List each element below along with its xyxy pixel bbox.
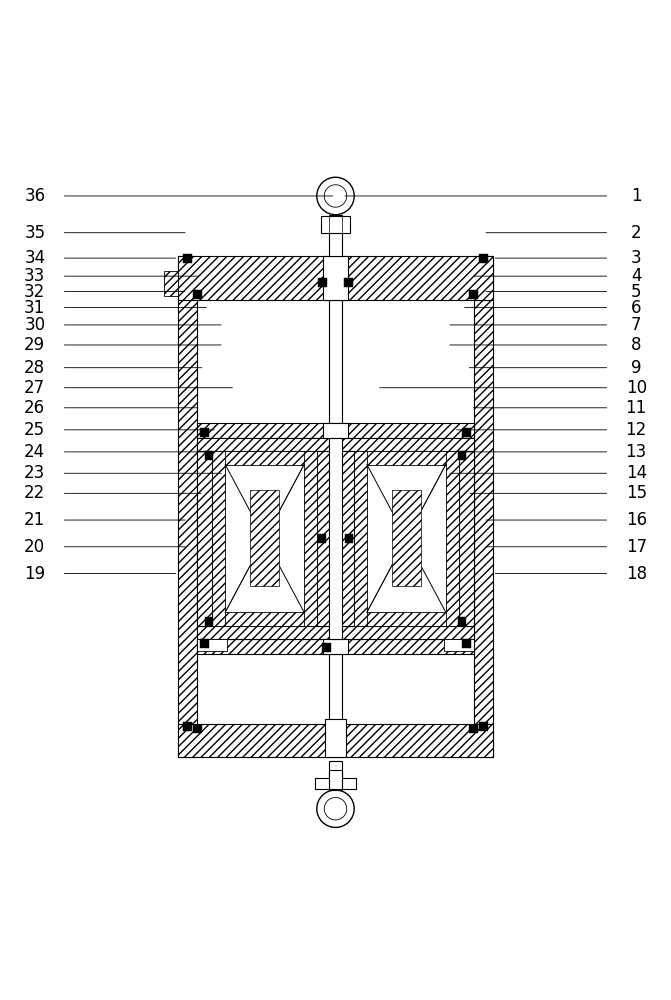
Bar — [344, 534, 353, 543]
Bar — [178, 724, 493, 757]
Bar — [321, 216, 350, 233]
Bar — [323, 639, 348, 654]
Text: 13: 13 — [625, 443, 647, 461]
Bar — [329, 215, 342, 256]
Bar — [392, 490, 421, 586]
Bar — [178, 256, 493, 300]
Bar — [205, 617, 213, 626]
Bar — [205, 451, 213, 460]
Bar — [197, 300, 474, 438]
Bar — [317, 451, 332, 626]
Bar — [197, 626, 332, 639]
Bar — [318, 534, 327, 543]
Bar — [329, 438, 342, 639]
Text: 6: 6 — [631, 299, 641, 317]
Bar — [197, 639, 474, 654]
Bar — [323, 423, 348, 438]
Bar — [470, 290, 478, 299]
Bar — [315, 778, 356, 789]
Bar — [474, 256, 493, 757]
Bar — [322, 643, 331, 652]
Bar — [193, 725, 201, 733]
Bar — [354, 451, 367, 626]
Text: 34: 34 — [24, 249, 46, 267]
Bar — [339, 626, 474, 639]
Bar — [325, 719, 346, 757]
Bar — [329, 300, 342, 724]
Bar — [339, 438, 474, 451]
Bar — [164, 271, 178, 296]
Bar — [354, 451, 459, 465]
Text: 3: 3 — [631, 249, 641, 267]
Text: 2: 2 — [631, 224, 641, 242]
Text: 30: 30 — [24, 316, 46, 334]
Text: 5: 5 — [631, 283, 641, 301]
Text: 21: 21 — [24, 511, 46, 529]
Text: 23: 23 — [24, 464, 46, 482]
Bar — [444, 639, 474, 651]
Text: 26: 26 — [24, 399, 46, 417]
Bar — [197, 639, 227, 651]
Text: 27: 27 — [24, 379, 46, 397]
Text: 33: 33 — [24, 267, 46, 285]
Bar — [197, 423, 474, 438]
Text: 16: 16 — [625, 511, 647, 529]
Text: 19: 19 — [24, 565, 46, 583]
Text: 8: 8 — [631, 336, 641, 354]
Text: 29: 29 — [24, 336, 46, 354]
Bar — [319, 278, 327, 287]
Bar — [462, 639, 471, 648]
Text: 12: 12 — [625, 421, 647, 439]
Text: 15: 15 — [625, 484, 647, 502]
Text: 36: 36 — [24, 187, 46, 205]
Text: 24: 24 — [24, 443, 46, 461]
Bar — [339, 451, 354, 626]
Text: 20: 20 — [24, 538, 46, 556]
Bar — [459, 451, 474, 626]
Bar — [304, 451, 317, 626]
Bar — [479, 254, 488, 263]
Text: 25: 25 — [24, 421, 46, 439]
Bar — [212, 451, 317, 465]
Bar — [479, 722, 488, 731]
Bar — [197, 451, 212, 626]
Bar — [197, 654, 474, 724]
Bar — [212, 612, 317, 626]
Bar — [462, 428, 471, 437]
Bar — [458, 617, 466, 626]
Text: 4: 4 — [631, 267, 641, 285]
Bar — [178, 256, 197, 757]
Bar — [329, 770, 342, 789]
Text: 9: 9 — [631, 359, 641, 377]
Text: 22: 22 — [24, 484, 46, 502]
Bar — [354, 612, 459, 626]
Text: 14: 14 — [625, 464, 647, 482]
Bar — [325, 438, 346, 639]
Bar — [470, 725, 478, 733]
Bar — [344, 278, 352, 287]
Bar — [329, 761, 342, 790]
Text: 35: 35 — [24, 224, 46, 242]
Bar — [212, 451, 225, 626]
Bar — [193, 290, 201, 299]
Text: 31: 31 — [24, 299, 46, 317]
Bar — [183, 254, 192, 263]
Text: 18: 18 — [625, 565, 647, 583]
Text: 1: 1 — [631, 187, 641, 205]
Text: 10: 10 — [625, 379, 647, 397]
Text: 11: 11 — [625, 399, 647, 417]
Text: 17: 17 — [625, 538, 647, 556]
Bar — [200, 639, 209, 648]
Text: 32: 32 — [24, 283, 46, 301]
Text: 7: 7 — [631, 316, 641, 334]
Bar — [250, 490, 279, 586]
Bar — [323, 256, 348, 300]
Bar — [183, 722, 192, 731]
Bar — [200, 428, 209, 437]
Text: 28: 28 — [24, 359, 46, 377]
Bar — [458, 451, 466, 460]
Bar — [197, 438, 332, 451]
Bar — [446, 451, 459, 626]
